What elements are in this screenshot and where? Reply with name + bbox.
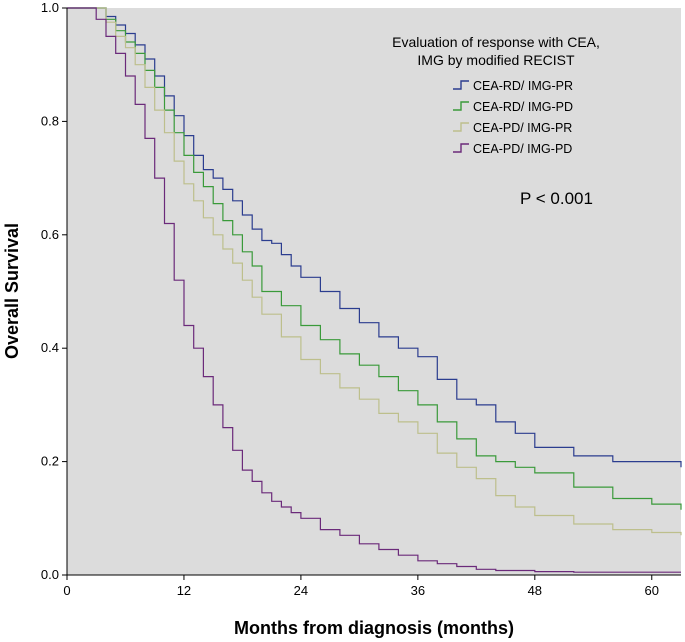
y-tick-label: 1.0 — [41, 0, 59, 15]
survival-curve-2 — [67, 7, 682, 510]
legend-label-4: CEA-PD/ IMG-PD — [473, 142, 572, 156]
x-tick-label: 0 — [63, 583, 70, 598]
legend-swatch-4 — [453, 143, 469, 153]
legend-swatch-3 — [453, 122, 469, 132]
legend-label-1: CEA-RD/ IMG-PR — [473, 79, 573, 93]
survival-curve-3 — [67, 7, 682, 536]
survival-curve-4 — [67, 7, 681, 573]
x-tick-label: 48 — [528, 583, 542, 598]
legend: CEA-RD/ IMG-PR CEA-RD/ IMG-PD CEA-PD/ IMG-… — [453, 79, 573, 156]
legend-label-3: CEA-PD/ IMG-PR — [473, 121, 572, 135]
y-axis-label: Overall Survival — [2, 223, 22, 359]
legend-swatch-2 — [453, 101, 469, 111]
plot-area-background — [67, 8, 681, 575]
y-tick-label: 0.4 — [41, 340, 59, 355]
legend-title-line-1: Evaluation of response with CEA, — [392, 34, 600, 50]
y-tick-label: 0.6 — [41, 227, 59, 242]
series-layer — [67, 7, 682, 573]
x-ticks: 0 12 24 36 48 60 — [63, 575, 659, 598]
y-ticks: 0.0 0.2 0.4 0.6 0.8 1.0 — [41, 0, 67, 582]
legend-label-2: CEA-RD/ IMG-PD — [473, 100, 573, 114]
x-axis-label: Months from diagnosis (months) — [234, 618, 514, 638]
x-tick-label: 24 — [294, 583, 308, 598]
legend-swatch-1 — [453, 80, 469, 90]
x-tick-label: 12 — [177, 583, 191, 598]
x-tick-label: 60 — [645, 583, 659, 598]
survival-curve-1 — [67, 7, 682, 468]
legend-title-line-2: IMG by modified RECIST — [417, 52, 575, 68]
y-tick-label: 0.0 — [41, 567, 59, 582]
y-tick-label: 0.2 — [41, 454, 59, 469]
p-value-annotation: P < 0.001 — [520, 189, 593, 208]
y-tick-label: 0.8 — [41, 113, 59, 128]
x-tick-label: 36 — [411, 583, 425, 598]
